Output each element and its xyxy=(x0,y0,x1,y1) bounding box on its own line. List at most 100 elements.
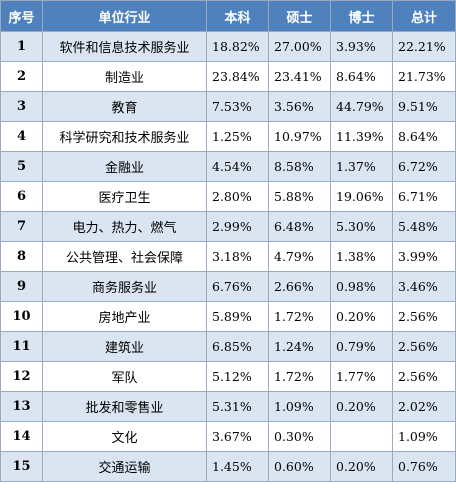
doctor-cell: 1.37% xyxy=(330,151,393,182)
master-cell: 4.79% xyxy=(268,241,331,272)
total-cell: 9.51% xyxy=(392,91,456,122)
table-row: 14 文化 3.67% 0.30% 1.09% xyxy=(0,421,456,452)
table-row: 6 医疗卫生 2.80% 5.88% 19.06% 6.71% xyxy=(0,181,456,212)
total-cell: 6.72% xyxy=(392,151,456,182)
bachelor-cell: 3.18% xyxy=(206,241,269,272)
bachelor-cell: 18.82% xyxy=(206,31,269,62)
row-number: 15 xyxy=(0,451,43,482)
master-cell: 1.09% xyxy=(268,391,331,422)
doctor-cell: 0.20% xyxy=(330,391,393,422)
row-number: 4 xyxy=(0,121,43,152)
industry-cell: 房地产业 xyxy=(42,301,207,332)
table-row: 7 电力、热力、燃气 2.99% 6.48% 5.30% 5.48% xyxy=(0,211,456,242)
table-row: 9 商务服务业 6.76% 2.66% 0.98% 3.46% xyxy=(0,271,456,302)
bachelor-cell: 2.80% xyxy=(206,181,269,212)
doctor-cell: 1.38% xyxy=(330,241,393,272)
total-cell: 8.64% xyxy=(392,121,456,152)
total-cell: 6.71% xyxy=(392,181,456,212)
table-row: 13 批发和零售业 5.31% 1.09% 0.20% 2.02% xyxy=(0,391,456,422)
table-row: 2 制造业 23.84% 23.41% 8.64% 21.73% xyxy=(0,61,456,92)
master-cell: 27.00% xyxy=(268,31,331,62)
master-cell: 5.88% xyxy=(268,181,331,212)
master-cell: 8.58% xyxy=(268,151,331,182)
industry-cell: 公共管理、社会保障 xyxy=(42,241,207,272)
master-cell: 0.30% xyxy=(268,421,331,452)
doctor-cell: 11.39% xyxy=(330,121,393,152)
header-bachelor: 本科 xyxy=(206,0,269,32)
industry-cell: 军队 xyxy=(42,361,207,392)
table-row: 10 房地产业 5.89% 1.72% 0.20% 2.56% xyxy=(0,301,456,332)
row-number: 2 xyxy=(0,61,43,92)
table-row: 5 金融业 4.54% 8.58% 1.37% 6.72% xyxy=(0,151,456,182)
bachelor-cell: 5.31% xyxy=(206,391,269,422)
row-number: 1 xyxy=(0,31,43,62)
doctor-cell xyxy=(330,421,393,452)
header-no: 序号 xyxy=(0,0,43,32)
bachelor-cell: 5.89% xyxy=(206,301,269,332)
bachelor-cell: 6.76% xyxy=(206,271,269,302)
row-number: 7 xyxy=(0,211,43,242)
doctor-cell: 5.30% xyxy=(330,211,393,242)
doctor-cell: 19.06% xyxy=(330,181,393,212)
industry-cell: 文化 xyxy=(42,421,207,452)
master-cell: 0.60% xyxy=(268,451,331,482)
row-number: 6 xyxy=(0,181,43,212)
header-master: 硕士 xyxy=(268,0,331,32)
master-cell: 1.24% xyxy=(268,331,331,362)
table-row: 12 军队 5.12% 1.72% 1.77% 2.56% xyxy=(0,361,456,392)
table-row: 4 科学研究和技术服务业 1.25% 10.97% 11.39% 8.64% xyxy=(0,121,456,152)
header-row: 序号 单位行业 本科 硕士 博士 总计 xyxy=(0,0,456,32)
doctor-cell: 0.79% xyxy=(330,331,393,362)
master-cell: 6.48% xyxy=(268,211,331,242)
bachelor-cell: 3.67% xyxy=(206,421,269,452)
doctor-cell: 0.98% xyxy=(330,271,393,302)
master-cell: 10.97% xyxy=(268,121,331,152)
total-cell: 2.02% xyxy=(392,391,456,422)
row-number: 8 xyxy=(0,241,43,272)
header-doctor: 博士 xyxy=(330,0,393,32)
table-header: 序号 单位行业 本科 硕士 博士 总计 xyxy=(0,0,456,32)
doctor-cell: 44.79% xyxy=(330,91,393,122)
header-total: 总计 xyxy=(392,0,456,32)
industry-cell: 教育 xyxy=(42,91,207,122)
row-number: 10 xyxy=(0,301,43,332)
master-cell: 23.41% xyxy=(268,61,331,92)
industry-cell: 医疗卫生 xyxy=(42,181,207,212)
industry-cell: 交通运输 xyxy=(42,451,207,482)
row-number: 3 xyxy=(0,91,43,122)
row-number: 11 xyxy=(0,331,43,362)
total-cell: 5.48% xyxy=(392,211,456,242)
total-cell: 0.76% xyxy=(392,451,456,482)
total-cell: 22.21% xyxy=(392,31,456,62)
row-number: 12 xyxy=(0,361,43,392)
row-number: 14 xyxy=(0,421,43,452)
table-row: 11 建筑业 6.85% 1.24% 0.79% 2.56% xyxy=(0,331,456,362)
total-cell: 1.09% xyxy=(392,421,456,452)
table-body: 1 软件和信息技术服务业 18.82% 27.00% 3.93% 22.21% 2 制造业 23… xyxy=(0,31,456,482)
doctor-cell: 1.77% xyxy=(330,361,393,392)
industry-cell: 批发和零售业 xyxy=(42,391,207,422)
bachelor-cell: 6.85% xyxy=(206,331,269,362)
bachelor-cell: 4.54% xyxy=(206,151,269,182)
doctor-cell: 0.20% xyxy=(330,451,393,482)
master-cell: 1.72% xyxy=(268,361,331,392)
master-cell: 2.66% xyxy=(268,271,331,302)
master-cell: 1.72% xyxy=(268,301,331,332)
bachelor-cell: 1.25% xyxy=(206,121,269,152)
bachelor-cell: 1.45% xyxy=(206,451,269,482)
total-cell: 2.56% xyxy=(392,331,456,362)
total-cell: 21.73% xyxy=(392,61,456,92)
industry-cell: 软件和信息技术服务业 xyxy=(42,31,207,62)
table-row: 8 公共管理、社会保障 3.18% 4.79% 1.38% 3.99% xyxy=(0,241,456,272)
industry-cell: 商务服务业 xyxy=(42,271,207,302)
total-cell: 2.56% xyxy=(392,301,456,332)
industry-cell: 金融业 xyxy=(42,151,207,182)
row-number: 13 xyxy=(0,391,43,422)
industry-cell: 电力、热力、燃气 xyxy=(42,211,207,242)
row-number: 5 xyxy=(0,151,43,182)
table-row: 15 交通运输 1.45% 0.60% 0.20% 0.76% xyxy=(0,451,456,482)
bachelor-cell: 5.12% xyxy=(206,361,269,392)
doctor-cell: 8.64% xyxy=(330,61,393,92)
industry-cell: 科学研究和技术服务业 xyxy=(42,121,207,152)
